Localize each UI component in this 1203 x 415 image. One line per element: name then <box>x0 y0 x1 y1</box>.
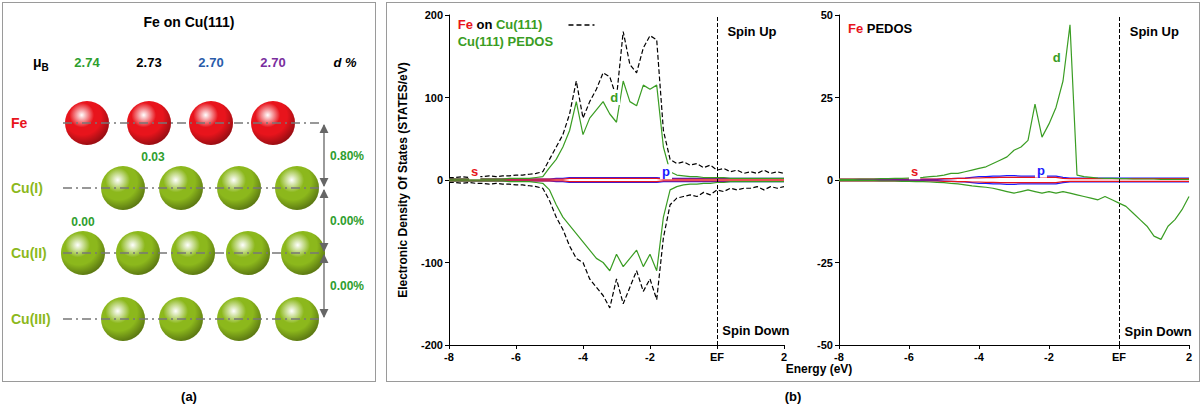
svg-text:-8: -8 <box>834 351 844 363</box>
svg-text:s: s <box>471 164 478 179</box>
svg-text:d %: d % <box>333 55 357 70</box>
svg-text:-100: -100 <box>421 257 443 269</box>
html-text:(b): (b) <box>784 389 802 404</box>
svg-text:μB: μB <box>33 54 49 73</box>
svg-text:0.00%: 0.00% <box>330 279 364 293</box>
svg-text:Cu(II): Cu(II) <box>11 245 47 261</box>
svg-text:d: d <box>1053 50 1061 65</box>
svg-text:-6: -6 <box>511 351 521 363</box>
svg-text:2.70: 2.70 <box>198 55 223 70</box>
svg-text:-6: -6 <box>904 351 914 363</box>
svg-text:2: 2 <box>1186 351 1192 363</box>
svg-text:Fe on Cu(111): Fe on Cu(111) <box>143 14 234 30</box>
svg-text:Spin Down: Spin Down <box>722 323 789 338</box>
svg-text:25: 25 <box>821 92 833 104</box>
svg-text:Fe: Fe <box>848 21 863 36</box>
svg-text:Cu(111) PEDOS: Cu(111) PEDOS <box>458 34 554 49</box>
svg-text:0.80%: 0.80% <box>330 149 364 163</box>
svg-text:Energy (eV): Energy (eV) <box>786 362 853 376</box>
svg-text:p: p <box>1037 163 1045 178</box>
svg-text:d: d <box>610 90 618 105</box>
svg-text:0.00%: 0.00% <box>330 214 364 228</box>
svg-text:2.74: 2.74 <box>74 55 100 70</box>
svg-text:-4: -4 <box>974 351 985 363</box>
svg-text:Spin Up: Spin Up <box>727 24 776 39</box>
svg-text:Electronic Density Of States (: Electronic Density Of States (STATES/eV) <box>396 62 410 298</box>
svg-text:Fe: Fe <box>458 17 473 32</box>
svg-text:2.70: 2.70 <box>260 55 285 70</box>
svg-text:Cu(III): Cu(III) <box>11 311 51 327</box>
svg-text:-2: -2 <box>1044 351 1054 363</box>
svg-text:EF: EF <box>1112 351 1126 363</box>
svg-text:2: 2 <box>781 351 787 363</box>
svg-text:Cu(111): Cu(111) <box>496 17 542 32</box>
svg-text:-25: -25 <box>817 257 833 269</box>
svg-text:100: 100 <box>425 92 443 104</box>
html-text:(a): (a) <box>181 389 197 404</box>
svg-text:-8: -8 <box>444 351 454 363</box>
svg-text:0: 0 <box>827 174 833 186</box>
svg-text:2.73: 2.73 <box>136 55 161 70</box>
svg-text:0.00: 0.00 <box>71 215 95 229</box>
svg-text:Fe: Fe <box>11 115 28 131</box>
svg-text:Cu(I): Cu(I) <box>11 180 43 196</box>
svg-text:50: 50 <box>821 9 833 21</box>
svg-text:-50: -50 <box>817 339 833 351</box>
svg-text:-2: -2 <box>645 351 655 363</box>
svg-text:-200: -200 <box>421 339 443 351</box>
svg-text:EF: EF <box>710 351 724 363</box>
svg-text:Spin Down: Spin Down <box>1125 324 1192 339</box>
svg-text:0.03: 0.03 <box>141 150 165 164</box>
svg-text:p: p <box>662 164 670 179</box>
svg-text:PEDOS: PEDOS <box>867 21 913 36</box>
svg-text:-4: -4 <box>578 351 589 363</box>
svg-text:0: 0 <box>437 174 443 186</box>
svg-text:Spin Up: Spin Up <box>1130 24 1179 39</box>
svg-text:s: s <box>911 164 918 179</box>
svg-text:on: on <box>476 17 492 32</box>
svg-text:200: 200 <box>425 9 443 21</box>
